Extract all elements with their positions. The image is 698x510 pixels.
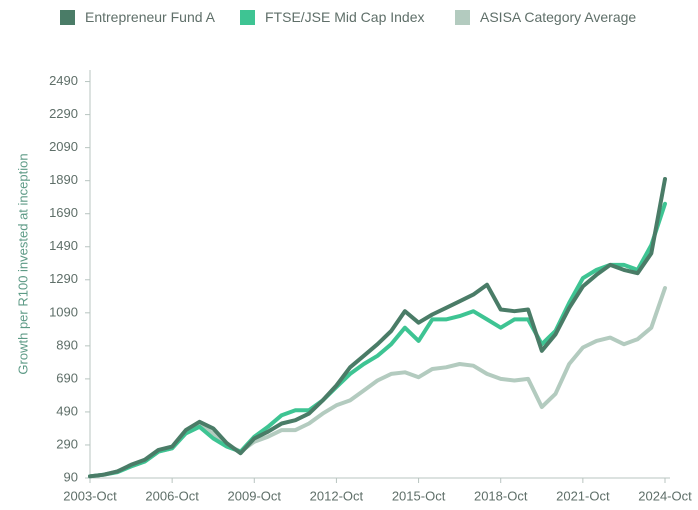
x-tick-label: 2012-Oct	[310, 488, 364, 503]
legend-swatch	[240, 10, 255, 25]
y-tick-label: 290	[56, 436, 78, 451]
legend-swatch	[60, 10, 75, 25]
x-tick-label: 2024-Oct	[638, 488, 692, 503]
y-tick-label: 1290	[49, 271, 78, 286]
x-tick-label: 2021-Oct	[556, 488, 610, 503]
y-tick-label: 2490	[49, 73, 78, 88]
y-tick-label: 1490	[49, 238, 78, 253]
series-line	[88, 201, 667, 479]
y-tick-label: 2290	[49, 106, 78, 121]
x-tick-label: 2018-Oct	[474, 488, 528, 503]
legend-label: ASISA Category Average	[480, 9, 636, 25]
y-tick-label: 1690	[49, 205, 78, 220]
x-tick-label: 2003-Oct	[63, 488, 117, 503]
y-tick-label: 1090	[49, 304, 78, 319]
y-tick-label: 1890	[49, 172, 78, 187]
y-tick-label: 890	[56, 337, 78, 352]
x-tick-label: 2009-Oct	[228, 488, 282, 503]
y-tick-label: 90	[64, 469, 78, 484]
y-axis-label: Growth per R100 invested at inception	[15, 153, 30, 374]
legend-label: FTSE/JSE Mid Cap Index	[265, 9, 425, 25]
x-tick-label: 2015-Oct	[392, 488, 446, 503]
x-tick-label: 2006-Oct	[145, 488, 199, 503]
series-line	[88, 286, 667, 479]
legend-swatch	[455, 10, 470, 25]
series-line	[88, 177, 667, 479]
y-tick-label: 490	[56, 403, 78, 418]
legend-label: Entrepreneur Fund A	[85, 9, 216, 25]
y-tick-label: 2090	[49, 139, 78, 154]
y-tick-label: 690	[56, 370, 78, 385]
